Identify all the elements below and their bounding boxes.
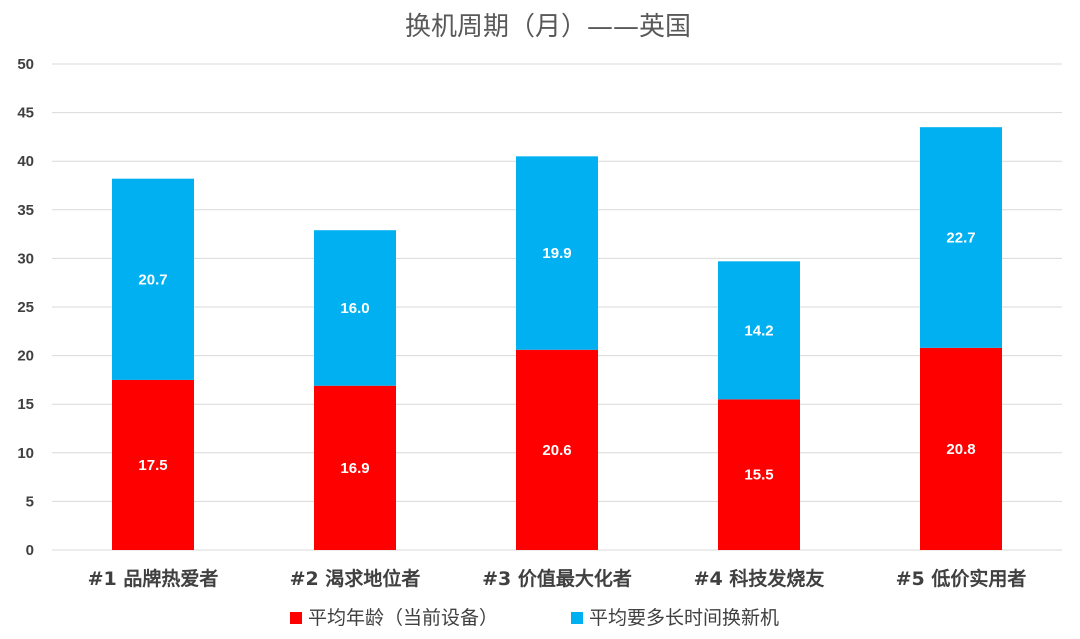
bar-segment — [314, 230, 396, 386]
y-tick-label: 25 — [17, 299, 34, 316]
x-tick-label: #1 品牌热爱者 — [88, 567, 219, 590]
y-tick-label: 45 — [17, 105, 34, 122]
bar-segment — [718, 261, 800, 400]
legend-swatch — [571, 612, 583, 624]
data-label: 15.5 — [744, 467, 773, 484]
data-label: 19.9 — [542, 245, 571, 262]
legend: 平均年龄（当前设备） 平均要多长时间换新机 — [290, 607, 779, 629]
data-label: 22.7 — [946, 230, 975, 247]
data-label: 20.6 — [542, 442, 571, 459]
y-tick-label: 50 — [17, 56, 34, 73]
bar-segment — [314, 385, 396, 550]
bar-segment — [516, 349, 598, 550]
y-tick-label: 10 — [17, 445, 34, 462]
data-label: 16.9 — [340, 460, 369, 477]
y-tick-label: 30 — [17, 250, 34, 267]
y-tick-label: 40 — [17, 153, 34, 170]
x-tick-label: #4 科技发烧友 — [694, 567, 825, 590]
data-label: 16.0 — [340, 300, 369, 317]
y-tick-label: 15 — [17, 396, 34, 413]
y-tick-label: 5 — [26, 493, 34, 510]
x-tick-label: #2 渴求地位者 — [290, 567, 421, 590]
bar-segment — [920, 127, 1002, 348]
data-labels: 17.5 20.7 16.9 16.0 20.6 19.9 15.5 14.2 20.8 22.7 — [138, 230, 975, 484]
bar-segment — [718, 399, 800, 550]
x-tick-label: #5 低价实用者 — [896, 567, 1027, 590]
legend-swatch — [290, 612, 302, 624]
data-label: 14.2 — [744, 322, 773, 339]
y-tick-label: 20 — [17, 348, 34, 365]
y-tick-label: 35 — [17, 202, 34, 219]
data-label: 20.7 — [138, 271, 167, 288]
chart-title: 换机周期（月）——英国 — [405, 12, 691, 42]
bar-segment — [112, 379, 194, 550]
data-label: 17.5 — [138, 457, 167, 474]
x-axis-ticks: #1 品牌热爱者 #2 渴求地位者 #3 价值最大化者 #4 科技发烧友 #5 低价实用… — [88, 567, 1027, 590]
bars — [112, 127, 1002, 550]
bar-segment — [112, 178, 194, 380]
bar-segment — [920, 347, 1002, 550]
y-axis-ticks: 0 5 10 15 20 25 30 35 40 45 50 — [17, 56, 34, 559]
bar-segment — [516, 156, 598, 350]
legend-label: 平均年龄（当前设备） — [308, 607, 498, 629]
y-tick-label: 0 — [26, 542, 34, 559]
x-tick-label: #3 价值最大化者 — [482, 567, 632, 590]
legend-label: 平均要多长时间换新机 — [589, 607, 779, 629]
data-label: 20.8 — [946, 441, 975, 458]
